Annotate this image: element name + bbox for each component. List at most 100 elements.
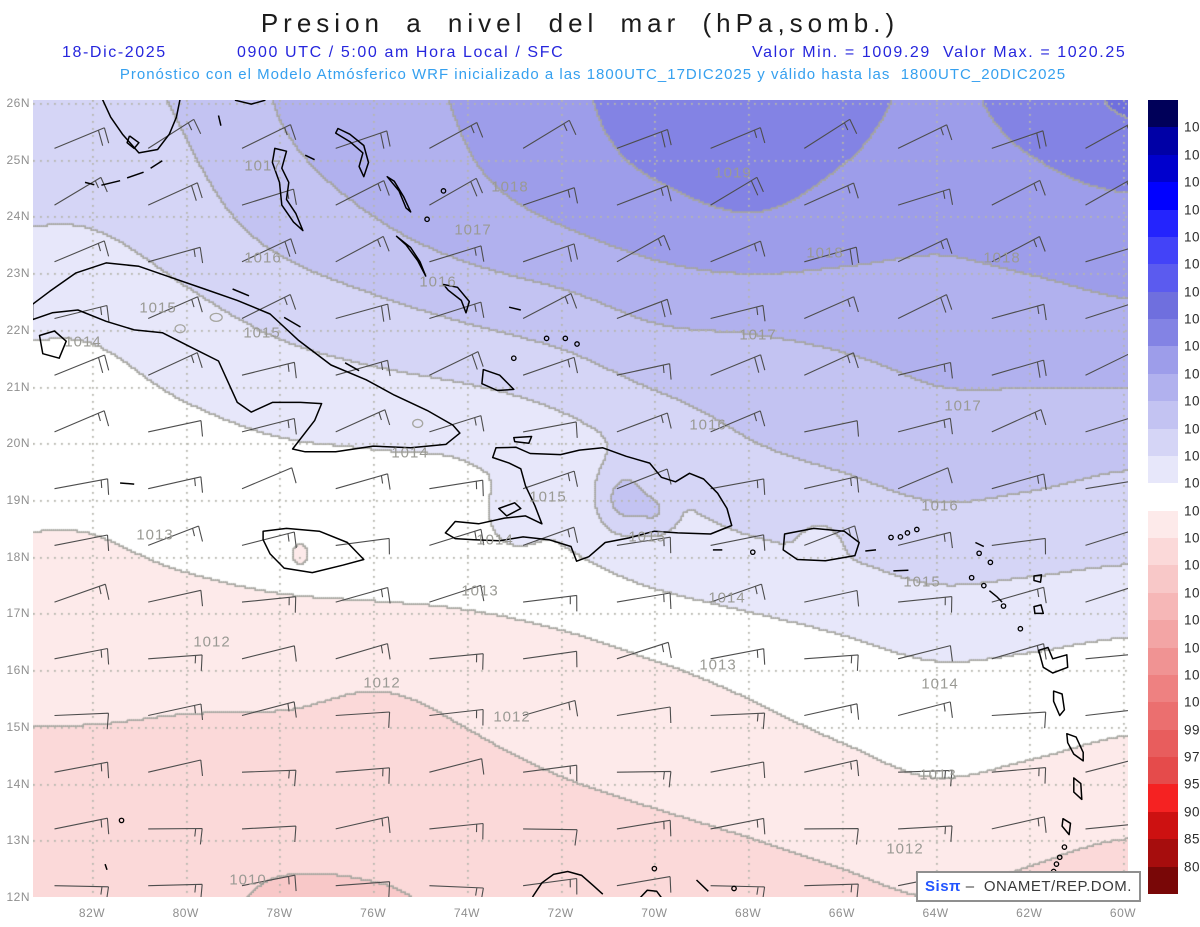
colorbar-tick-label: 1014 [1184,475,1200,491]
colorbar-swatch [1148,839,1178,867]
wind-barb [241,645,297,662]
coastline-path [126,171,144,179]
wind-barb [522,243,579,263]
colorbar-swatch [1148,428,1178,456]
coastline-path [782,527,860,562]
wind-barb [148,525,204,546]
wind-barb [804,118,858,149]
wind-barb [1085,248,1128,263]
contour-value-label: 1017 [739,326,777,344]
wind-barb [335,303,391,322]
wind-barb [148,654,203,671]
coastline-path [150,160,163,169]
contour-value-label: 1013 [136,526,174,544]
colorbar-tick-label: 1015 [1184,448,1200,464]
coastline-path [442,283,471,314]
lat-tick-label: 15N [6,719,30,734]
colorbar-tick-label: 1019 [1184,338,1200,354]
contour-value-label: 1015 [243,324,281,342]
wind-barb [897,531,953,549]
island-dot [440,188,447,194]
wind-barb [241,124,297,149]
wind-barb [991,409,1047,433]
colorbar-swatch [1148,373,1178,402]
wind-barb [710,534,766,551]
wind-barb [429,245,485,263]
island-dot [913,526,920,533]
contour-value-label: 1015 [529,488,567,506]
colorbar-tick-label: 1000 [1184,694,1200,710]
wind-barb [710,761,766,779]
wind-barb [335,130,391,149]
wind-barb [710,712,766,730]
colorbar-swatch [1148,565,1178,593]
wind-barb [616,819,672,837]
coastline-path [865,549,877,552]
wind-barb [991,711,1047,729]
wind-barb [523,764,578,782]
pressure-field-canvas [33,100,1128,897]
wind-barb [710,817,766,835]
terrain-ring [412,418,424,429]
lon-tick-label: 60W [1109,906,1137,920]
wind-barb [335,816,391,833]
wind-barb [1085,180,1128,206]
colorbar-swatch [1148,647,1178,675]
wind-barb [991,816,1047,833]
contour-value-label: 1014 [64,333,102,351]
wind-barb [898,825,953,842]
wind-barb [616,185,672,206]
wind-barb [1085,353,1128,376]
coastline-path [304,154,315,161]
contour-value-label: 1015 [903,573,941,591]
contour-value-label: 1016 [689,416,727,434]
wind-barb [616,298,672,320]
terrain-contour-rings [174,312,424,429]
colorbar-tick-label: 1008 [1184,585,1200,601]
colorbar-tick-label: 1010 [1184,557,1200,573]
wind-barb [335,537,390,555]
wind-barb [523,877,578,895]
colorbar-tick-label: 800 [1184,859,1200,875]
coastline-path [386,175,412,213]
wind-barb [710,885,766,897]
wind-barb [991,473,1047,490]
wind-barb [523,594,578,612]
wind-barbs [54,118,1128,897]
coastline-path [1073,777,1083,801]
contour-value-label: 1016 [244,249,282,267]
contour-value-label: 1019 [714,164,752,182]
colorbar-swatch [1148,346,1178,374]
wind-barb [335,586,391,604]
sispi-logo: Sisπ [925,878,962,895]
wind-barb [522,526,579,546]
wind-barb [429,653,484,670]
contour-value-label: 1012 [493,708,531,726]
wind-barb [710,127,766,149]
lat-tick-label: 26N [6,96,30,110]
wind-barb [335,711,391,728]
wind-barb [804,654,859,671]
wind-barb [335,409,391,433]
contour-value-label: 1017 [944,397,982,415]
colorbar-swatch [1148,620,1178,648]
contour-value-label: 1013 [919,766,957,784]
wind-barb [616,592,672,610]
wind-barb [54,478,110,495]
lat-tick-label: 22N [6,322,30,337]
colorbar-swatch [1148,319,1178,347]
wind-barb [897,238,953,263]
wind-barb [147,352,203,376]
wind-barb [804,246,860,265]
wind-barb [54,647,110,665]
wind-barb [148,703,204,720]
wind-barb [241,769,297,787]
wind-barb [616,536,672,554]
coastlines [33,100,1084,897]
colorbar-tick-label: 1030 [1184,202,1200,218]
colorbar-tick-label: 1050 [1184,119,1200,135]
colorbar-swatch [1148,702,1178,730]
island-dot [510,355,517,362]
terrain-ring [209,312,223,323]
lon-tick-label: 70W [641,906,668,920]
